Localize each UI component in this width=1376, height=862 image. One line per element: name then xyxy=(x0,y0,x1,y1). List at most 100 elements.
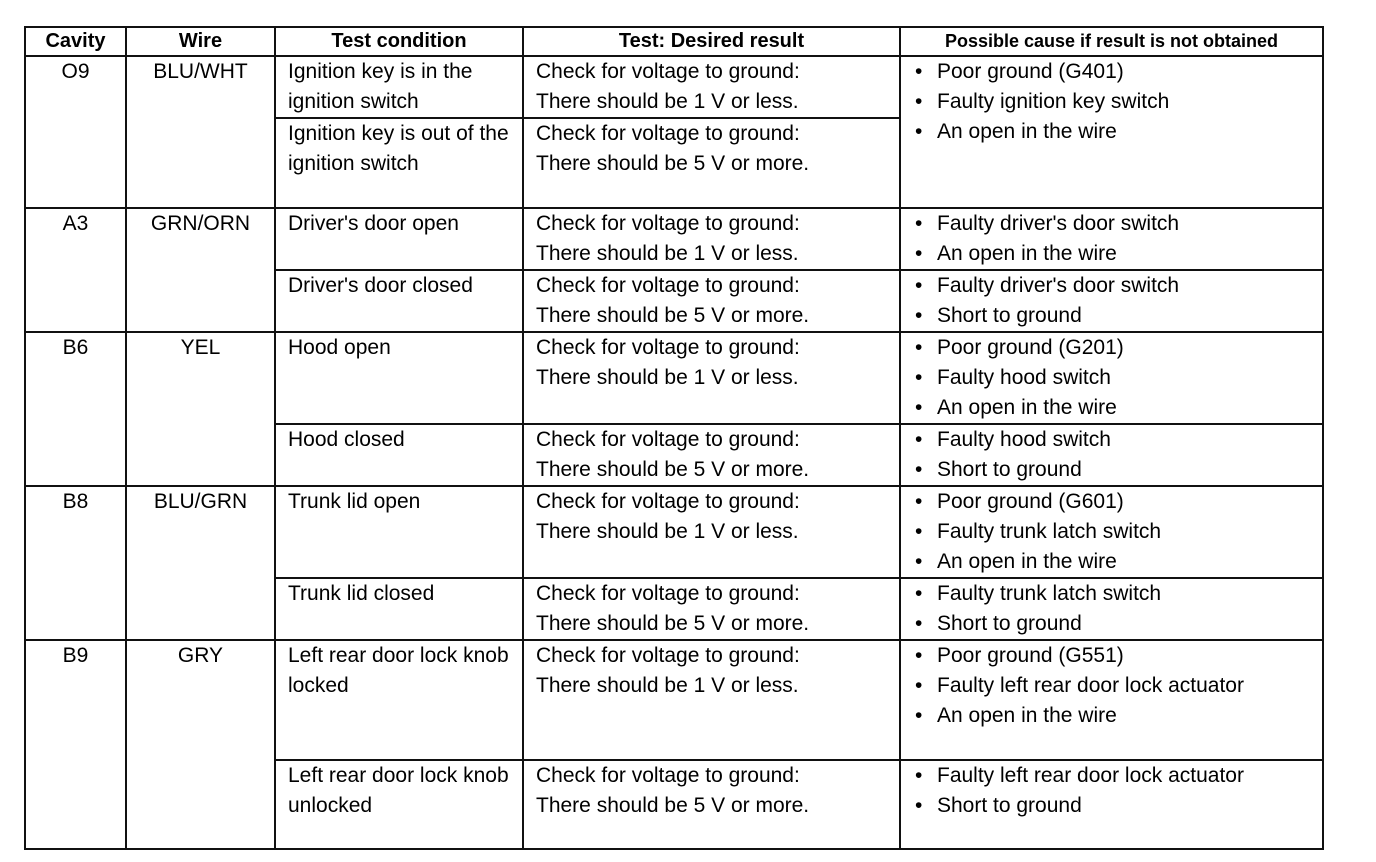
wire-color-cell: GRY xyxy=(125,639,276,850)
cause-item: Poor ground (G401) xyxy=(913,58,1312,87)
possible-cause-cell: Poor ground (G601)Faulty trunk latch swi… xyxy=(899,485,1324,579)
table-row: Ignition key is out of the ignition swit… xyxy=(25,117,1323,209)
possible-cause-cell: Poor ground (G551)Faulty left rear door … xyxy=(899,639,1324,761)
result-line: Check for voltage to ground: xyxy=(536,764,800,787)
cause-list: Poor ground (G401)Faulty ignition key sw… xyxy=(913,58,1312,147)
cause-item: Short to ground xyxy=(913,791,1312,821)
test-condition-cell: Ignition key is in the ignition switch xyxy=(274,55,524,119)
cause-list: Poor ground (G201)Faulty hood switchAn o… xyxy=(913,334,1312,422)
cause-list: Faulty left rear door lock actuatorShort… xyxy=(913,762,1312,821)
cavity-cell: O9 xyxy=(24,55,127,209)
cause-item: Faulty driver's door switch xyxy=(913,210,1312,239)
desired-result-cell: Check for voltage to ground: There should… xyxy=(522,485,901,579)
table-row: A3 GRN/ORN Driver's door open Check for vol… xyxy=(24,207,1324,333)
cavity-cell: B8 xyxy=(24,485,127,641)
desired-result-cell: Check for voltage to ground: There should… xyxy=(522,759,901,850)
cause-item: Poor ground (G601) xyxy=(913,488,1312,517)
header-wire: Wire xyxy=(125,26,276,57)
result-line: There should be 5 V or more. xyxy=(536,152,810,175)
cause-item: Faulty hood switch xyxy=(913,426,1312,455)
result-line: Check for voltage to ground: xyxy=(536,490,800,513)
test-condition-cell: Driver's door closed xyxy=(274,269,524,333)
cause-item: Faulty left rear door lock actuator xyxy=(913,762,1312,791)
desired-result-cell: Check for voltage to ground: There should… xyxy=(522,55,901,119)
table-row: B8 BLU/GRN Trunk lid open Check for voltage… xyxy=(24,485,1324,641)
wire-color-cell: GRN/ORN xyxy=(125,207,276,333)
test-condition-cell: Hood closed xyxy=(274,423,524,487)
cause-list: Faulty driver's door switchAn open in th… xyxy=(913,210,1312,268)
cause-item: Poor ground (G201) xyxy=(913,334,1312,363)
table-row: Hood closed Check for voltage to ground: T… xyxy=(25,423,1324,487)
cause-item: Faulty trunk latch switch xyxy=(913,580,1312,609)
cause-item: Short to ground xyxy=(913,301,1312,330)
result-line: Check for voltage to ground: xyxy=(536,582,800,605)
possible-cause-cell: Poor ground (G401)Faulty ignition key sw… xyxy=(899,55,1324,209)
table-body: O9 BLU/WHT Ignition key is in the ignition… xyxy=(24,55,1324,850)
cause-item: Faulty driver's door switch xyxy=(913,272,1312,301)
result-line: There should be 1 V or less. xyxy=(536,366,799,389)
result-line: Check for voltage to ground: xyxy=(536,212,800,235)
test-condition-cell: Trunk lid closed xyxy=(274,577,524,641)
cause-list: Faulty driver's door switchShort to grou… xyxy=(913,272,1312,330)
cause-item: An open in the wire xyxy=(913,117,1312,147)
cause-list: Poor ground (G601)Faulty trunk latch swi… xyxy=(913,488,1312,576)
cause-item: Faulty hood switch xyxy=(913,363,1312,393)
header-test-condition: Test condition xyxy=(274,26,524,57)
header-row: Cavity Wire Test condition Test: Desired… xyxy=(24,26,1324,57)
wire-color-cell: YEL xyxy=(125,331,276,487)
desired-result-cell: Check for voltage to ground: There should… xyxy=(522,117,901,209)
possible-cause-cell: Faulty left rear door lock actuatorShort… xyxy=(899,759,1324,850)
table-row: O9 BLU/WHT Ignition key is in the ignition… xyxy=(24,55,1324,209)
test-condition-cell: Ignition key is out of the ignition swit… xyxy=(274,117,524,209)
cause-item: An open in the wire xyxy=(913,547,1312,576)
possible-cause-cell: Faulty driver's door switchAn open in th… xyxy=(899,207,1324,271)
test-condition-cell: Driver's door open xyxy=(274,207,524,271)
table-row: Left rear door lock knob unlocked Check f… xyxy=(25,759,1324,850)
test-condition-cell: Left rear door lock knob unlocked xyxy=(274,759,524,850)
header-possible-cause: Possible cause if result is not obtained xyxy=(899,26,1324,57)
table-row: B6 YEL Hood open Check for voltage to groun… xyxy=(24,331,1324,487)
result-line: There should be 1 V or less. xyxy=(536,674,799,697)
possible-cause-cell: Faulty hood switchShort to ground xyxy=(899,423,1324,487)
cause-list: Faulty hood switchShort to ground xyxy=(913,426,1312,484)
desired-result-cell: Check for voltage to ground: There should… xyxy=(522,331,901,425)
desired-result-cell: Check for voltage to ground: There should… xyxy=(522,423,901,487)
wire-test-table: Cavity Wire Test condition Test: Desired… xyxy=(24,26,1324,850)
cause-item: Faulty ignition key switch xyxy=(913,87,1312,117)
desired-result-cell: Check for voltage to ground: There should… xyxy=(522,207,901,271)
wire-color-cell: BLU/WHT xyxy=(125,55,276,209)
cause-item: Poor ground (G551) xyxy=(913,642,1312,671)
possible-cause-cell: Faulty trunk latch switchShort to ground xyxy=(899,577,1324,641)
result-line: There should be 1 V or less. xyxy=(536,242,799,265)
test-condition-cell: Hood open xyxy=(274,331,524,425)
result-line: There should be 1 V or less. xyxy=(536,520,799,543)
cavity-cell: B6 xyxy=(24,331,127,487)
test-condition-cell: Trunk lid open xyxy=(274,485,524,579)
desired-result-cell: Check for voltage to ground: There should… xyxy=(522,577,901,641)
result-line: There should be 5 V or more. xyxy=(536,612,810,635)
cause-item: An open in the wire xyxy=(913,239,1312,268)
test-condition-cell: Left rear door lock knob locked xyxy=(274,639,524,761)
result-line: Check for voltage to ground: xyxy=(536,644,800,667)
desired-result-cell: Check for voltage to ground: There should… xyxy=(522,639,901,761)
cause-item: Short to ground xyxy=(913,609,1312,638)
possible-cause-cell: Poor ground (G201)Faulty hood switchAn o… xyxy=(899,331,1324,425)
result-line: There should be 5 V or more. xyxy=(536,458,810,481)
table-row: B9 GRY Left rear door lock knob locked Chec… xyxy=(24,639,1324,850)
cause-list: Faulty trunk latch switchShort to ground xyxy=(913,580,1312,638)
header-cavity: Cavity xyxy=(24,26,127,57)
table-row: Trunk lid closed Check for voltage to gro… xyxy=(25,577,1324,641)
cause-item: Faulty trunk latch switch xyxy=(913,517,1312,547)
header-desired-result: Test: Desired result xyxy=(522,26,901,57)
cavity-cell: A3 xyxy=(24,207,127,333)
result-line: Check for voltage to ground: xyxy=(536,336,800,359)
result-line: Check for voltage to ground: xyxy=(536,60,800,83)
possible-cause-cell: Faulty driver's door switchShort to grou… xyxy=(899,269,1324,333)
result-line: There should be 5 V or more. xyxy=(536,794,810,817)
result-line: There should be 1 V or less. xyxy=(536,90,799,113)
result-line: There should be 5 V or more. xyxy=(536,304,810,327)
table-row: Driver's door closed Check for voltage to… xyxy=(25,269,1324,333)
cause-item: Faulty left rear door lock actuator xyxy=(913,671,1312,701)
cause-list: Poor ground (G551)Faulty left rear door … xyxy=(913,642,1312,731)
cause-item: Short to ground xyxy=(913,455,1312,484)
